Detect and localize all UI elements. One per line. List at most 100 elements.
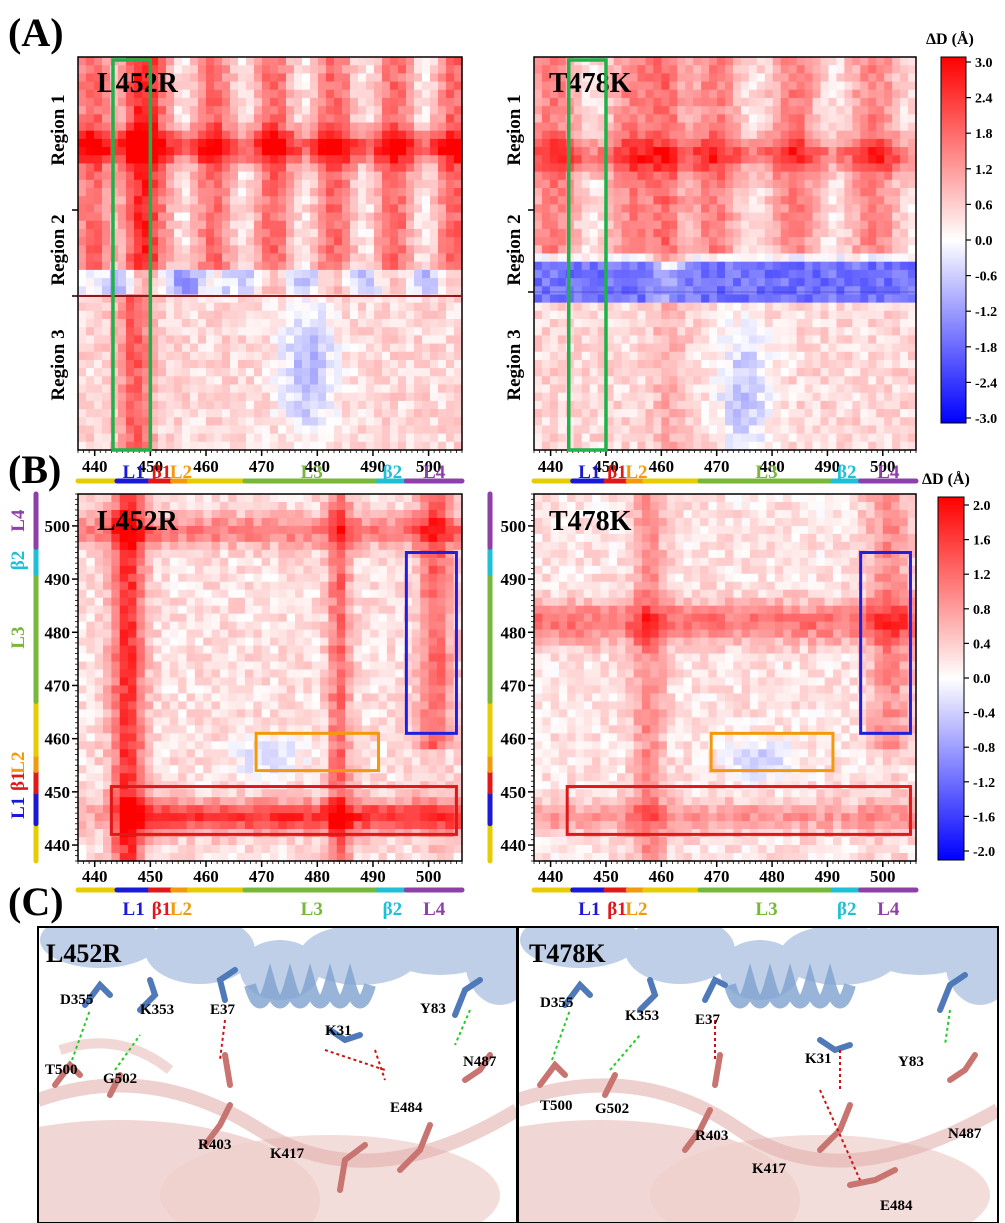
- highlight-boxes: [109, 58, 912, 836]
- frame-b-left: [77, 493, 463, 862]
- x-tick-label: 440: [538, 457, 564, 476]
- x-tick-label: 470: [249, 867, 275, 886]
- y-tick-label: 490: [501, 570, 527, 589]
- residue-label: Y83: [898, 1054, 924, 1070]
- residue-label: T500: [45, 1062, 78, 1078]
- colorbar-tick-label: -1.2: [975, 305, 997, 320]
- segment-label: β1: [152, 462, 172, 483]
- structure-t478k: [518, 927, 998, 1223]
- colorbar-tick-label: -0.8: [973, 741, 995, 756]
- colorbar-tick-label: 1.8: [975, 127, 993, 142]
- segment-label: β1: [152, 899, 172, 920]
- highlight-box-green: [111, 58, 153, 452]
- segment-label: L4: [8, 509, 29, 532]
- residue-label: D355: [540, 995, 573, 1011]
- x-tick-label: 470: [704, 457, 730, 476]
- x-tick-label: 470: [704, 867, 730, 886]
- residue-label: K31: [805, 1051, 832, 1067]
- residue-label: K353: [140, 1002, 174, 1018]
- residue-label: G502: [103, 1071, 137, 1087]
- y-tick-label: 480: [45, 623, 71, 642]
- colorbar-tick-label: -2.0: [973, 845, 995, 860]
- panel-c-right-frame: [517, 926, 999, 1223]
- x-tick-label: 450: [138, 457, 164, 476]
- heatmap-title-b-right: T478K: [549, 506, 632, 537]
- x-tick-label: 490: [815, 867, 841, 886]
- y-tick-label: 470: [501, 676, 527, 695]
- structure-l452r: [38, 927, 517, 1223]
- segment-label: β2: [837, 899, 857, 920]
- residue-label: R403: [198, 1137, 231, 1153]
- heatmap-a-l452r: [78, 57, 463, 451]
- x-tick-label: 450: [138, 867, 164, 886]
- segment-label: L3: [755, 899, 777, 920]
- x-tick-label: 460: [193, 867, 219, 886]
- y-tick-label: 490: [45, 570, 71, 589]
- region-3-label: Region 3: [48, 329, 69, 400]
- x-tick-label: 500: [870, 457, 896, 476]
- segment-label: β1: [607, 462, 627, 483]
- residue-label: E484: [390, 1100, 423, 1116]
- highlight-box-red: [109, 785, 458, 836]
- segment-label: L2: [625, 462, 647, 483]
- colorbar-tick-label: -1.8: [975, 341, 997, 356]
- y-tick-label: 440: [501, 836, 527, 855]
- residue-label: Y83: [420, 1001, 446, 1017]
- residue-label: E484: [880, 1198, 913, 1214]
- panel-c: L452R T478K D355 K353 E37 Y83 K31 N487 T…: [37, 926, 999, 1223]
- colorbar-b-title: ΔD (Å): [922, 470, 970, 488]
- segment-label: L3: [8, 627, 29, 649]
- panel-label-b: (B): [8, 447, 61, 492]
- segment-label: β2: [383, 899, 403, 920]
- highlight-box-blue: [404, 551, 458, 735]
- y-tick-label: 480: [501, 623, 527, 642]
- x-tick-label: 480: [759, 457, 785, 476]
- segment-label: L1: [578, 899, 600, 920]
- x-tick-label: 490: [360, 867, 386, 886]
- segment-label: L1: [123, 462, 145, 483]
- region-1-label: Region 1: [504, 94, 525, 165]
- segment-label: L4: [423, 462, 446, 483]
- x-tick-label: 460: [193, 457, 219, 476]
- residue-label: K417: [270, 1146, 305, 1162]
- x-tick-label: 500: [416, 457, 442, 476]
- segment-label: L4: [877, 462, 900, 483]
- segment-label: L3: [755, 462, 777, 483]
- highlight-box-orange: [709, 731, 835, 773]
- y-tick-label: 460: [501, 730, 527, 749]
- residue-label: E37: [695, 1012, 721, 1028]
- segment-label: L1: [123, 899, 145, 920]
- residue-label: T500: [540, 1098, 573, 1114]
- colorbar-tick-label: 1.6: [973, 534, 991, 549]
- x-tick-label: 450: [593, 457, 619, 476]
- residue-label: N487: [948, 1126, 982, 1142]
- x-tick-label: 460: [649, 867, 675, 886]
- segment-label: β2: [383, 462, 403, 483]
- segment-label: β2: [837, 462, 857, 483]
- colorbar-b: ΔD (Å) 2.0 1.6 1.2 0.8 0.4 0.0 -0.4 -0.8 -1.2 -1.…: [922, 470, 995, 861]
- frame-a-left: [77, 56, 463, 451]
- heatmap-title-a-right: T478K: [549, 68, 632, 99]
- residue-label: K353: [625, 1008, 659, 1024]
- heatmap-title-b-left: L452R: [97, 506, 179, 537]
- segment-label: L1: [8, 797, 29, 819]
- colorbar-a-gradient: [940, 56, 967, 424]
- colorbar-tick-label: 1.2: [975, 163, 993, 178]
- residue-label: K31: [325, 1023, 352, 1039]
- highlight-box-red: [565, 785, 912, 836]
- colorbar-tick-label: 0.0: [973, 672, 991, 687]
- frame-b-right: [533, 493, 917, 862]
- x-tick-label: 490: [360, 457, 386, 476]
- highlight-box-green: [567, 58, 608, 452]
- segment-label: L2: [8, 752, 29, 774]
- colorbar-tick-label: -0.4: [973, 707, 995, 722]
- colorbar-tick-label: 0.8: [973, 603, 991, 618]
- region-labels-a-right: Region 1 Region 2 Region 3: [504, 94, 525, 400]
- segment-label: L2: [170, 462, 192, 483]
- colorbar-a: ΔD (Å) 3.0 2.4 1.8 1.2 0.6 0.0 -0.6 -1.2 -1.8 -2.…: [926, 30, 997, 427]
- residue-label: N487: [463, 1054, 497, 1070]
- region-3-label: Region 3: [504, 329, 525, 400]
- x-tick-label: 500: [870, 867, 896, 886]
- segment-label: β1: [607, 899, 627, 920]
